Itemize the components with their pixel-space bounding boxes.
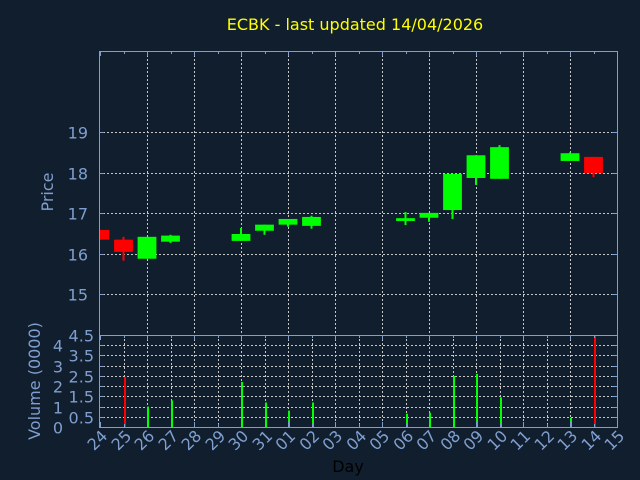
volume-tick-label: 4 [53, 337, 63, 356]
candle-body-06 [396, 218, 415, 221]
price-tick-label: 16 [68, 246, 88, 265]
price-tick-label: 17 [68, 205, 88, 224]
volume-tick-label: 0.5 [69, 409, 94, 428]
candle-body-26 [137, 236, 157, 259]
volume-tick-label: 2.5 [69, 368, 94, 387]
volume-bar-01 [288, 410, 290, 427]
price-tick-label: 18 [68, 165, 88, 184]
price-axis-label: Price [38, 172, 57, 211]
price-plot-frame [99, 51, 618, 336]
grid [99, 51, 617, 427]
candle-body-01 [278, 218, 298, 225]
volume-bar-07 [429, 412, 431, 427]
candle-body-30 [231, 233, 251, 241]
volume-bar-02 [312, 402, 314, 427]
candle-body-25 [114, 239, 133, 252]
volume-bar-14 [594, 335, 596, 427]
candle-body-24 [100, 229, 110, 240]
volume-bar-26 [147, 406, 149, 427]
candle-body-27 [161, 235, 180, 242]
price-tick-label: 19 [68, 124, 88, 143]
candle-body-09 [466, 155, 486, 178]
price-tick-label: 15 [68, 286, 88, 305]
volume-bar-27 [171, 400, 173, 427]
volume-tick-label: 3.5 [69, 347, 94, 366]
candle-body-31 [255, 224, 274, 231]
volume-bar-25 [124, 376, 126, 427]
volume-tick-label: 3 [53, 358, 63, 377]
candle-body-08 [443, 173, 462, 211]
volume-tick-label: 1 [53, 399, 63, 418]
candle-body-14 [584, 156, 603, 174]
candle-body-10 [490, 147, 509, 179]
volume-tick-label: 0 [53, 419, 63, 438]
volume-bar-31 [265, 402, 267, 427]
volume-bar-10 [500, 397, 502, 427]
volume-tick-label: 1.5 [69, 388, 94, 407]
volume-tick-label: 2 [53, 378, 63, 397]
x-tick-label: 15 [600, 426, 628, 454]
volume-plot-frame [99, 335, 618, 428]
candle-body-07 [419, 212, 439, 218]
volume-bar-09 [476, 373, 478, 427]
volume-bar-06 [406, 413, 408, 427]
candle-body-13 [560, 153, 580, 161]
marks [99, 145, 603, 427]
chart-title: ECBK - last updated 14/04/2026 [227, 15, 483, 34]
volume-axis-label: Volume (0000) [25, 322, 44, 440]
volume-bar-08 [453, 375, 455, 427]
candle-body-02 [302, 216, 321, 226]
x-axis-label: Day [332, 457, 364, 476]
volume-tick-label: 4.5 [69, 327, 94, 346]
volume-bar-30 [241, 382, 243, 427]
